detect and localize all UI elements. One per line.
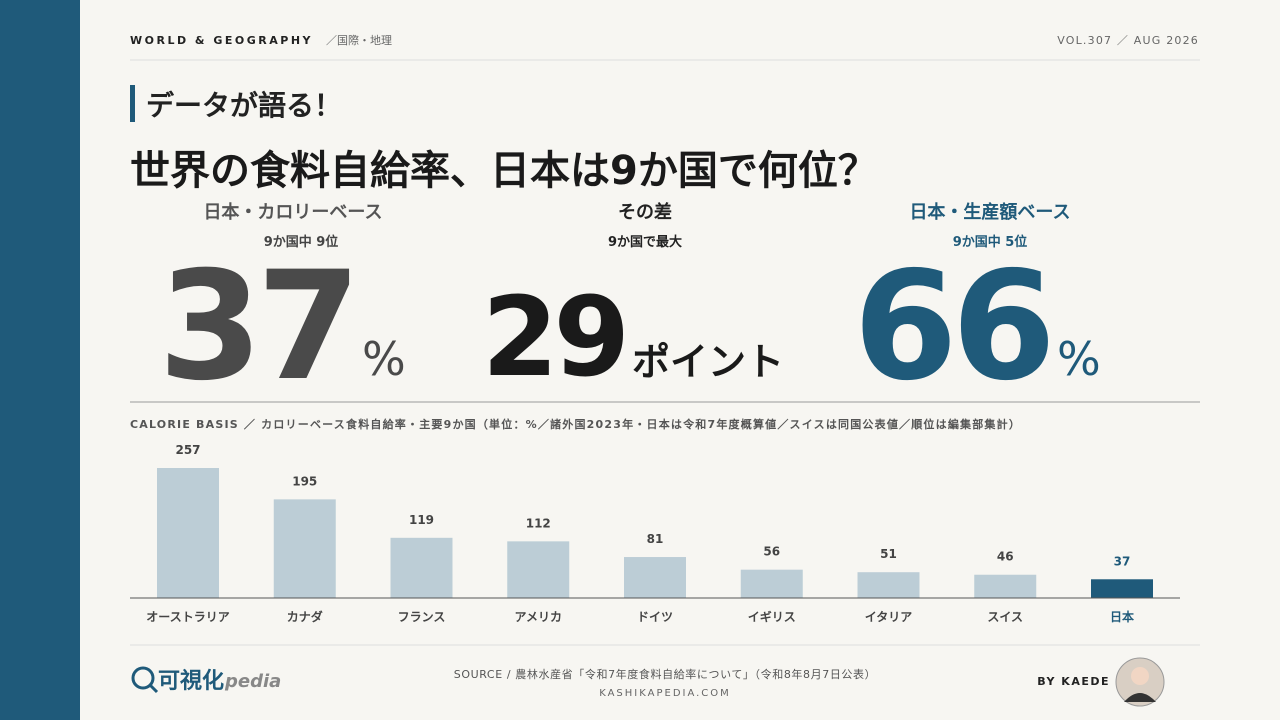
stat-number: 66 [853,240,1050,414]
stat-unit: % [1057,332,1101,386]
x-tick-label: イタリア [865,610,913,624]
stat-unit: % [362,332,406,386]
title: 世界の食料自給率、日本は9か国で何位？ [130,148,878,194]
value-label: 37 [1114,554,1131,568]
stat-sub: 9か国中 5位 [953,234,1028,250]
kicker: データが語る！ [146,89,342,122]
x-tick-label: フランス [398,610,446,624]
issue: VOL.307 ／ AUG 2026 [1057,34,1199,47]
x-tick-label: カナダ [287,609,323,624]
stat-sub: 9か国で最大 [608,234,682,250]
avatar [1124,693,1156,702]
stat-unit: ポイント [632,340,784,384]
bar [507,541,570,598]
chart-subtitle: CALORIE BASIS ／ カロリーベース食料自給率・主要9か国（単位：%／… [130,417,1021,431]
stat-label: 日本・生産額ベース [909,201,1070,223]
x-tick-label: 日本 [1110,609,1134,624]
x-tick-label: オーストラリア [146,610,229,624]
x-tick-label: スイス [987,610,1023,624]
bar [390,537,453,598]
stat-number: 29 [482,273,625,401]
stat-label: 日本・カロリーベース [203,201,382,223]
bar [857,572,920,598]
subsection: ／国際・地理 [326,34,392,47]
section: WORLD & GEOGRAPHY [130,34,313,47]
logo-sub: pedia [224,671,281,692]
value-label: 46 [997,550,1014,564]
value-label: 56 [763,545,780,559]
bar [273,499,336,598]
bar [974,574,1037,598]
logo-main: 可視化 [158,668,224,694]
value-label: 195 [292,474,317,488]
x-tick-label: ドイツ [637,610,673,624]
logo-icon [131,666,155,690]
avatar [1131,667,1149,685]
logo-icon [148,683,159,694]
site: KASHIKAPEDIA.COM [599,688,731,699]
value-label: 81 [647,532,664,546]
bar [740,569,803,598]
source: SOURCE / 農林水産省「令和7年度食料自給率について」（令和8年8月7日公… [454,667,876,681]
value-label: 119 [409,513,434,527]
byline: BY KAEDE [1037,675,1110,688]
value-label: 51 [880,547,897,561]
sidebar [0,0,80,720]
bar [624,557,686,598]
chart: 257 オーストラリア 195 カナダ 119 フランス 112 アメリカ 81 ドイツ 56 イギリ… [146,443,1153,624]
bar [1091,579,1153,598]
stat-label: その差 [618,201,672,223]
value-label: 112 [526,516,551,530]
x-tick-label: アメリカ [515,610,562,624]
stat-sub: 9か国中 9位 [264,234,339,250]
bar [157,468,219,598]
x-tick-label: イギリス [748,609,796,624]
kicker-bar [130,85,135,122]
stat-number: 37 [158,240,355,414]
value-label: 257 [175,443,200,457]
